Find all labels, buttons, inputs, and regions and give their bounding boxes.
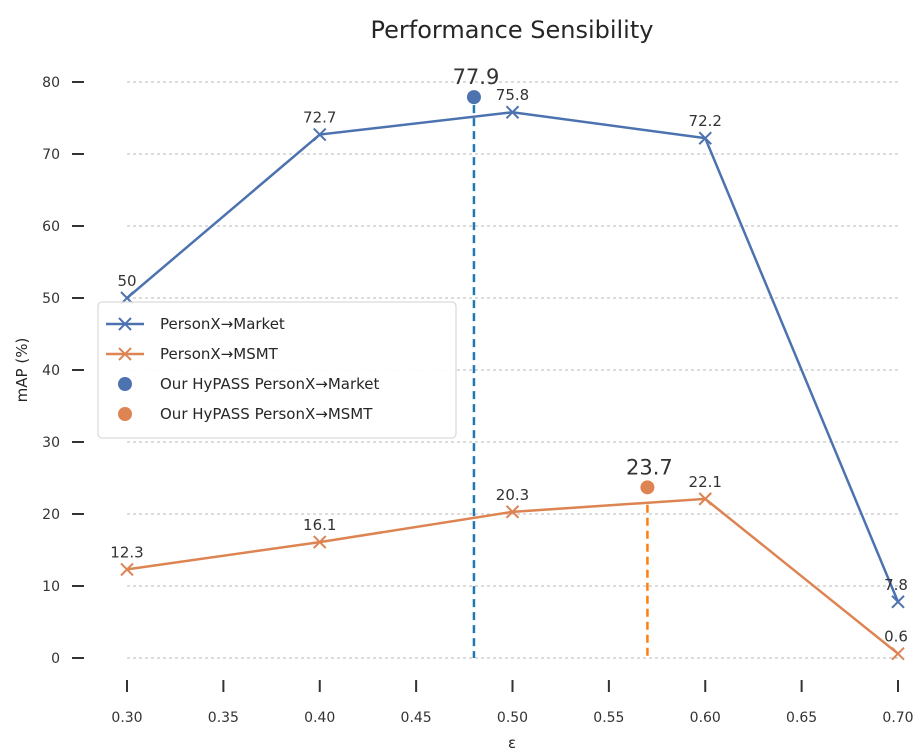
series: 50 72.7 75.8 72.2 7.8 12.3 16.1 20.3 22.1 0.6 xyxy=(110,86,908,661)
y-tick-label: 80 xyxy=(42,75,60,91)
legend-entry: PersonX→Market xyxy=(106,315,285,333)
data-point-marker xyxy=(313,127,327,142)
highlight-label: 77.9 xyxy=(453,65,500,89)
legend-label: Our HyPASS PersonX→MSMT xyxy=(160,405,373,423)
marker-stroke xyxy=(313,127,327,142)
data-point-marker xyxy=(698,492,712,506)
x-tick-label: 0.45 xyxy=(401,710,432,726)
series-msmt: 12.3 16.1 20.3 22.1 0.6 xyxy=(110,473,908,661)
data-label: 22.1 xyxy=(689,473,722,491)
legend-box xyxy=(97,301,457,439)
data-label: 72.2 xyxy=(689,112,722,130)
y-axis: 0 10 20 30 40 50 60 70 80 xyxy=(42,75,84,667)
marker-stroke xyxy=(891,646,905,661)
marker-stroke xyxy=(120,562,134,577)
data-label: 50 xyxy=(117,272,136,290)
x-tick-label: 0.40 xyxy=(304,710,335,726)
legend-marker-icon xyxy=(118,347,132,361)
legend-dot-icon xyxy=(118,407,132,421)
data-label: 7.8 xyxy=(884,576,908,594)
y-tick-label: 60 xyxy=(42,219,60,235)
x-tick-label: 0.65 xyxy=(786,710,817,726)
legend: PersonX→Market PersonX→MSMT Our HyPASS Per… xyxy=(97,301,457,439)
data-point-marker xyxy=(505,505,520,519)
highlight-label: 23.7 xyxy=(626,455,673,479)
y-axis-label: mAP (%) xyxy=(13,338,31,403)
legend-label: PersonX→Market xyxy=(160,315,285,333)
legend-marker-icon xyxy=(118,317,132,331)
chart-title: Performance Sensibility xyxy=(371,16,654,44)
highlight-points: 77.9 23.7 xyxy=(453,65,673,495)
data-label: 16.1 xyxy=(303,516,336,534)
y-tick-label: 30 xyxy=(42,435,60,451)
data-label: 20.3 xyxy=(496,486,529,504)
x-tick-label: 0.50 xyxy=(497,710,528,726)
marker-stroke xyxy=(891,595,905,609)
x-tick-label: 0.35 xyxy=(208,710,239,726)
y-tick-label: 20 xyxy=(42,507,60,523)
legend-dot-icon xyxy=(118,377,132,391)
data-point-marker xyxy=(313,535,327,549)
highlight-point xyxy=(466,90,481,105)
marker-stroke xyxy=(313,535,327,549)
data-label: 75.8 xyxy=(496,86,529,104)
marker-stroke xyxy=(505,505,520,519)
legend-label: PersonX→MSMT xyxy=(160,345,279,363)
legend-label: Our HyPASS PersonX→Market xyxy=(160,375,379,393)
x-axis-label: ε xyxy=(508,734,516,749)
legend-entry: PersonX→MSMT xyxy=(106,345,279,363)
highlight-point xyxy=(640,480,655,495)
x-tick-label: 0.55 xyxy=(593,710,624,726)
data-point-marker xyxy=(891,595,905,609)
data-point-marker xyxy=(698,131,712,145)
marker-stroke xyxy=(698,492,712,506)
marker-stroke xyxy=(698,131,712,145)
legend-entry: Our HyPASS PersonX→Market xyxy=(118,375,379,393)
x-tick-label: 0.70 xyxy=(882,710,913,726)
data-point-marker xyxy=(891,646,905,661)
y-tick-label: 50 xyxy=(42,291,60,307)
data-label: 72.7 xyxy=(303,109,336,127)
y-tick-label: 40 xyxy=(42,363,60,379)
data-label: 0.6 xyxy=(884,628,908,646)
y-tick-label: 70 xyxy=(42,147,60,163)
guide-lines xyxy=(472,105,649,658)
series-market: 50 72.7 75.8 72.2 7.8 xyxy=(117,86,908,609)
x-axis: 0.30 0.35 0.40 0.45 0.50 0.55 0.60 0.65 0.70 xyxy=(111,680,914,726)
y-tick-label: 10 xyxy=(42,579,60,595)
series-line xyxy=(126,497,899,655)
data-point-marker xyxy=(505,105,520,119)
data-label: 12.3 xyxy=(110,543,143,561)
y-tick-label: 0 xyxy=(51,651,60,667)
x-tick-label: 0.60 xyxy=(690,710,721,726)
data-point-marker xyxy=(120,562,134,577)
x-tick-label: 0.30 xyxy=(111,710,142,726)
legend-entry: Our HyPASS PersonX→MSMT xyxy=(118,405,373,423)
marker-stroke xyxy=(505,105,520,119)
